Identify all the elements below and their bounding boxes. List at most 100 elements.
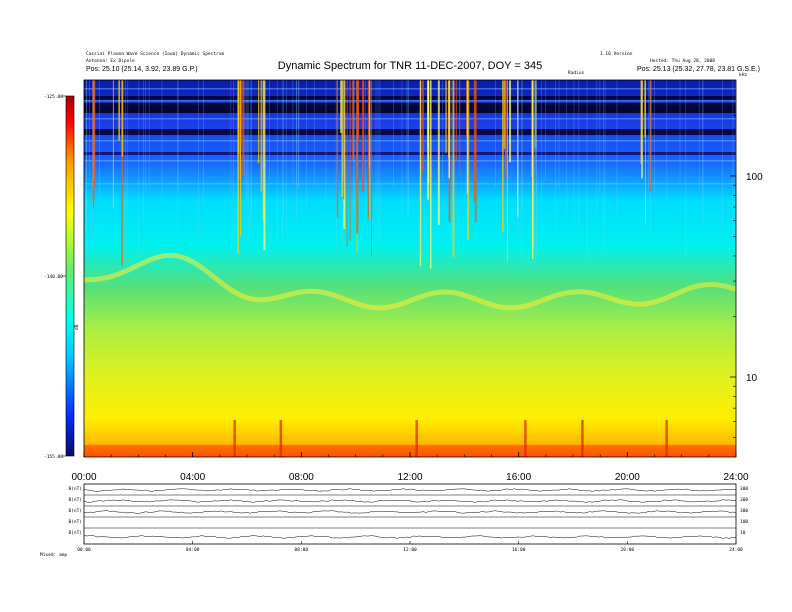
streak	[650, 80, 652, 233]
streak	[578, 80, 580, 227]
lower-panel-right: 300	[740, 508, 748, 514]
colorbar-tick-label: -155.00	[44, 454, 63, 460]
streak	[586, 80, 588, 258]
burst-stroke	[340, 80, 343, 133]
lower-trace	[83, 499, 737, 503]
burst-stroke	[473, 80, 476, 203]
burst-stroke	[531, 80, 534, 260]
lower-panel-right: 100	[740, 519, 748, 525]
streak	[732, 80, 734, 248]
streak	[325, 80, 327, 204]
streak	[406, 80, 408, 183]
lower-panel-label: B(nT)	[68, 497, 82, 503]
colorbar	[65, 95, 75, 457]
lower-trace	[83, 510, 737, 514]
burst-stroke	[371, 80, 373, 256]
streak	[281, 80, 283, 251]
low-spike	[581, 420, 584, 457]
burst-stroke	[448, 80, 450, 179]
lower-trace	[83, 488, 737, 492]
y-tick-label: 100	[746, 172, 763, 183]
spectrum-band-curve	[84, 252, 736, 311]
streak	[721, 80, 723, 230]
burst-stroke	[237, 80, 239, 254]
x-tick-label: 16:00	[506, 472, 531, 483]
streak	[521, 80, 522, 257]
burst-stroke	[342, 80, 345, 200]
streak	[86, 80, 88, 230]
burst-stroke	[429, 80, 432, 269]
streak	[702, 80, 704, 228]
streak	[230, 80, 232, 243]
spectrum-band	[84, 103, 736, 113]
streak	[354, 80, 355, 211]
streak	[393, 80, 394, 188]
streak	[89, 80, 90, 182]
streak	[431, 80, 432, 223]
lower-panel-right: 10	[740, 530, 746, 536]
lower-panel-label: B(nT)	[68, 530, 82, 536]
header-right-line3: Pos: 25.13 (25.32, 27.78, 23.81 G.S.E.)	[637, 66, 760, 73]
streak	[602, 80, 604, 226]
streak	[377, 80, 379, 238]
x-axis-ticks: 00:00 04:00 08:00 12:00 16:00 20:00 24:00	[71, 452, 749, 483]
x-tick-label: 04:00	[180, 472, 205, 483]
streak	[679, 80, 681, 182]
streak	[243, 80, 245, 190]
streak	[540, 80, 542, 242]
spectrum-band	[84, 129, 736, 135]
streak	[285, 80, 287, 230]
spectrum-line	[84, 183, 736, 185]
spectrogram-background	[84, 80, 736, 457]
streak	[298, 80, 300, 190]
burst-stroke	[362, 80, 365, 192]
streak	[335, 80, 337, 253]
streak	[239, 80, 241, 181]
streak	[92, 80, 93, 240]
lower-panels: B(nT) 300 B(nT) 300 B(nT) 300 B(nT) 100 B(nT) 10 0…	[68, 483, 748, 553]
burst-stroke	[645, 80, 646, 223]
spectrum-line	[84, 118, 736, 120]
streak	[145, 80, 146, 191]
colorbar-tick-label: -140.00	[44, 274, 63, 280]
burst-stroke	[502, 80, 504, 232]
streak	[342, 80, 344, 248]
burst-stroke	[466, 80, 468, 194]
streak	[292, 80, 294, 183]
streak	[375, 80, 377, 211]
lower-panel-label: B(nT)	[68, 508, 82, 514]
streak	[401, 80, 403, 217]
burst-stroke	[92, 80, 95, 201]
streak	[283, 80, 284, 215]
streak	[296, 80, 297, 185]
low-spike	[415, 420, 418, 457]
streak	[666, 80, 668, 199]
streak	[685, 80, 687, 256]
colorbar-ticks: -125.00 -140.00 -155.00	[44, 94, 66, 460]
lower-x-tick-label: 08:00	[295, 547, 309, 553]
streak	[408, 80, 409, 216]
low-spike	[665, 420, 668, 457]
burst-stroke	[336, 80, 339, 218]
streak	[545, 80, 546, 182]
burst-stroke	[121, 80, 123, 266]
header-left-line2: Antenna: Ex Dipole	[86, 58, 135, 64]
burst-stroke	[517, 80, 519, 217]
low-spike	[233, 420, 236, 457]
header-right-line2: Hosted: Thu Aug 28, 2008	[650, 58, 715, 64]
burst-stroke	[262, 80, 264, 221]
lower-frame	[83, 483, 737, 545]
burst-stroke	[503, 80, 506, 149]
streak	[535, 80, 537, 197]
burst-stroke	[531, 80, 533, 177]
streak	[558, 80, 560, 189]
burst-stroke	[352, 80, 354, 161]
burst-stroke	[455, 80, 457, 162]
lower-x-tick-label: 24:00	[729, 547, 743, 553]
streak	[125, 80, 126, 231]
burst-stroke	[640, 80, 642, 164]
burst-stroke	[118, 80, 121, 141]
streak	[296, 80, 297, 221]
spectrum-title: Dynamic Spectrum for TNR 11-DEC-2007, DO…	[278, 60, 542, 72]
streak	[352, 80, 354, 205]
